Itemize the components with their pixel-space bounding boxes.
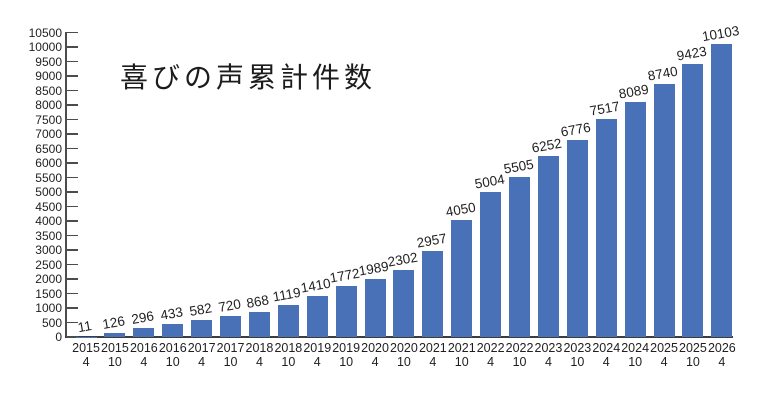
y-axis-tick <box>66 191 78 193</box>
y-axis-tick <box>66 46 78 48</box>
x-axis-tick-label: 2024 10 <box>621 341 650 369</box>
y-axis-tick-label: 8500 <box>35 83 62 98</box>
y-axis-tick-label: 1500 <box>35 286 62 301</box>
y-axis-tick <box>66 75 78 77</box>
y-axis-tick <box>66 307 78 309</box>
bar <box>537 155 559 337</box>
x-axis-tick-label: 2023 10 <box>563 341 592 369</box>
y-axis-tick <box>66 176 78 179</box>
bar <box>480 191 502 337</box>
bar <box>277 304 299 337</box>
bar <box>162 324 184 337</box>
x-axis-tick-label: 2017 4 <box>187 341 216 369</box>
y-axis-tick <box>66 60 78 63</box>
bar <box>595 119 617 337</box>
y-axis <box>65 32 67 338</box>
x-axis-tick-label: 2022 4 <box>476 341 505 369</box>
y-axis-tick-label: 4000 <box>35 214 62 228</box>
y-axis-tick-label: 4500 <box>35 199 62 214</box>
y-axis-tick-label: 9500 <box>35 54 62 69</box>
x-axis <box>65 336 733 338</box>
bar <box>711 44 733 337</box>
bar <box>104 333 126 337</box>
x-axis-tick-label: 2025 10 <box>679 341 707 369</box>
y-axis-tick-label: 6500 <box>35 141 62 156</box>
y-axis-tick-label: 3000 <box>35 243 62 257</box>
bar <box>509 177 531 337</box>
x-axis-tick-label: 2016 4 <box>129 341 158 369</box>
y-axis-tick-label: 2500 <box>35 257 62 272</box>
bar <box>191 320 213 337</box>
bar <box>422 251 444 337</box>
y-axis-tick <box>66 147 78 150</box>
y-axis-tick <box>66 263 78 266</box>
y-axis-tick-label: 10500 <box>28 25 62 40</box>
y-axis-tick-label: 10000 <box>28 40 62 54</box>
y-axis-tick-label: 7000 <box>35 127 62 141</box>
y-axis-tick-label: 7500 <box>35 112 62 127</box>
bar <box>133 328 155 337</box>
x-axis-tick-label: 2021 4 <box>418 341 447 369</box>
x-axis-tick-label: 2025 4 <box>650 341 678 369</box>
y-axis-tick-label: 5500 <box>35 170 62 185</box>
x-axis-tick-label: 2019 4 <box>303 341 332 369</box>
bar <box>393 270 415 337</box>
bar <box>306 296 328 337</box>
bar <box>653 83 675 337</box>
y-axis-tick-label: 3500 <box>35 228 62 243</box>
x-axis-tick-label: 2017 10 <box>216 341 245 369</box>
y-axis-tick <box>66 89 78 92</box>
chart-title: 喜びの声累計件数 <box>120 62 377 93</box>
x-axis-tick-label: 2018 4 <box>245 341 274 369</box>
y-axis-tick <box>66 104 78 106</box>
bar-value-label: 10103 <box>700 22 741 45</box>
bar <box>220 316 242 337</box>
y-axis-tick-label: 2000 <box>35 272 62 286</box>
x-axis-tick-label: 2018 10 <box>274 341 303 369</box>
y-axis-tick <box>66 162 78 164</box>
bar <box>248 311 270 337</box>
x-axis-tick-label: 2022 10 <box>505 341 534 369</box>
x-axis-tick-label: 2023 4 <box>534 341 563 369</box>
y-axis-tick-label: 9000 <box>35 69 62 83</box>
bar <box>566 140 588 337</box>
y-axis-tick <box>66 321 78 324</box>
y-axis-tick <box>66 249 78 251</box>
x-axis-tick-label: 2020 4 <box>361 341 389 369</box>
y-axis-tick <box>66 31 78 34</box>
x-axis-tick-label: 2016 10 <box>158 341 187 369</box>
y-axis-tick-label: 5000 <box>35 185 62 199</box>
bar <box>335 285 357 337</box>
y-axis-tick-label: 8000 <box>35 98 62 112</box>
bar <box>624 102 646 337</box>
y-axis-tick <box>66 234 78 237</box>
x-axis-tick-label: 2019 10 <box>332 341 361 369</box>
bar <box>364 279 386 337</box>
y-axis-tick-label: 500 <box>41 315 62 330</box>
y-axis-tick <box>66 292 78 295</box>
y-axis-tick <box>66 336 78 338</box>
x-axis-tick-label: 2015 10 <box>101 341 129 369</box>
bar <box>682 63 704 337</box>
x-axis-tick-label: 2021 10 <box>447 341 476 369</box>
y-axis-tick <box>66 220 78 222</box>
y-axis-tick-label: 1000 <box>35 301 62 315</box>
x-axis-tick-label: 2024 4 <box>592 341 621 369</box>
x-axis-tick-label: 2020 10 <box>390 341 418 369</box>
y-axis-tick <box>66 278 78 280</box>
x-axis-tick-label: 2015 4 <box>72 341 100 369</box>
y-axis-tick <box>66 133 78 135</box>
y-axis-tick-label: 6000 <box>35 156 62 170</box>
bar <box>451 219 473 337</box>
y-axis-tick-label: 0 <box>55 330 62 344</box>
y-axis-tick <box>66 118 78 121</box>
x-axis-tick-label: 2026 4 <box>707 341 736 369</box>
y-axis-tick <box>66 205 78 208</box>
